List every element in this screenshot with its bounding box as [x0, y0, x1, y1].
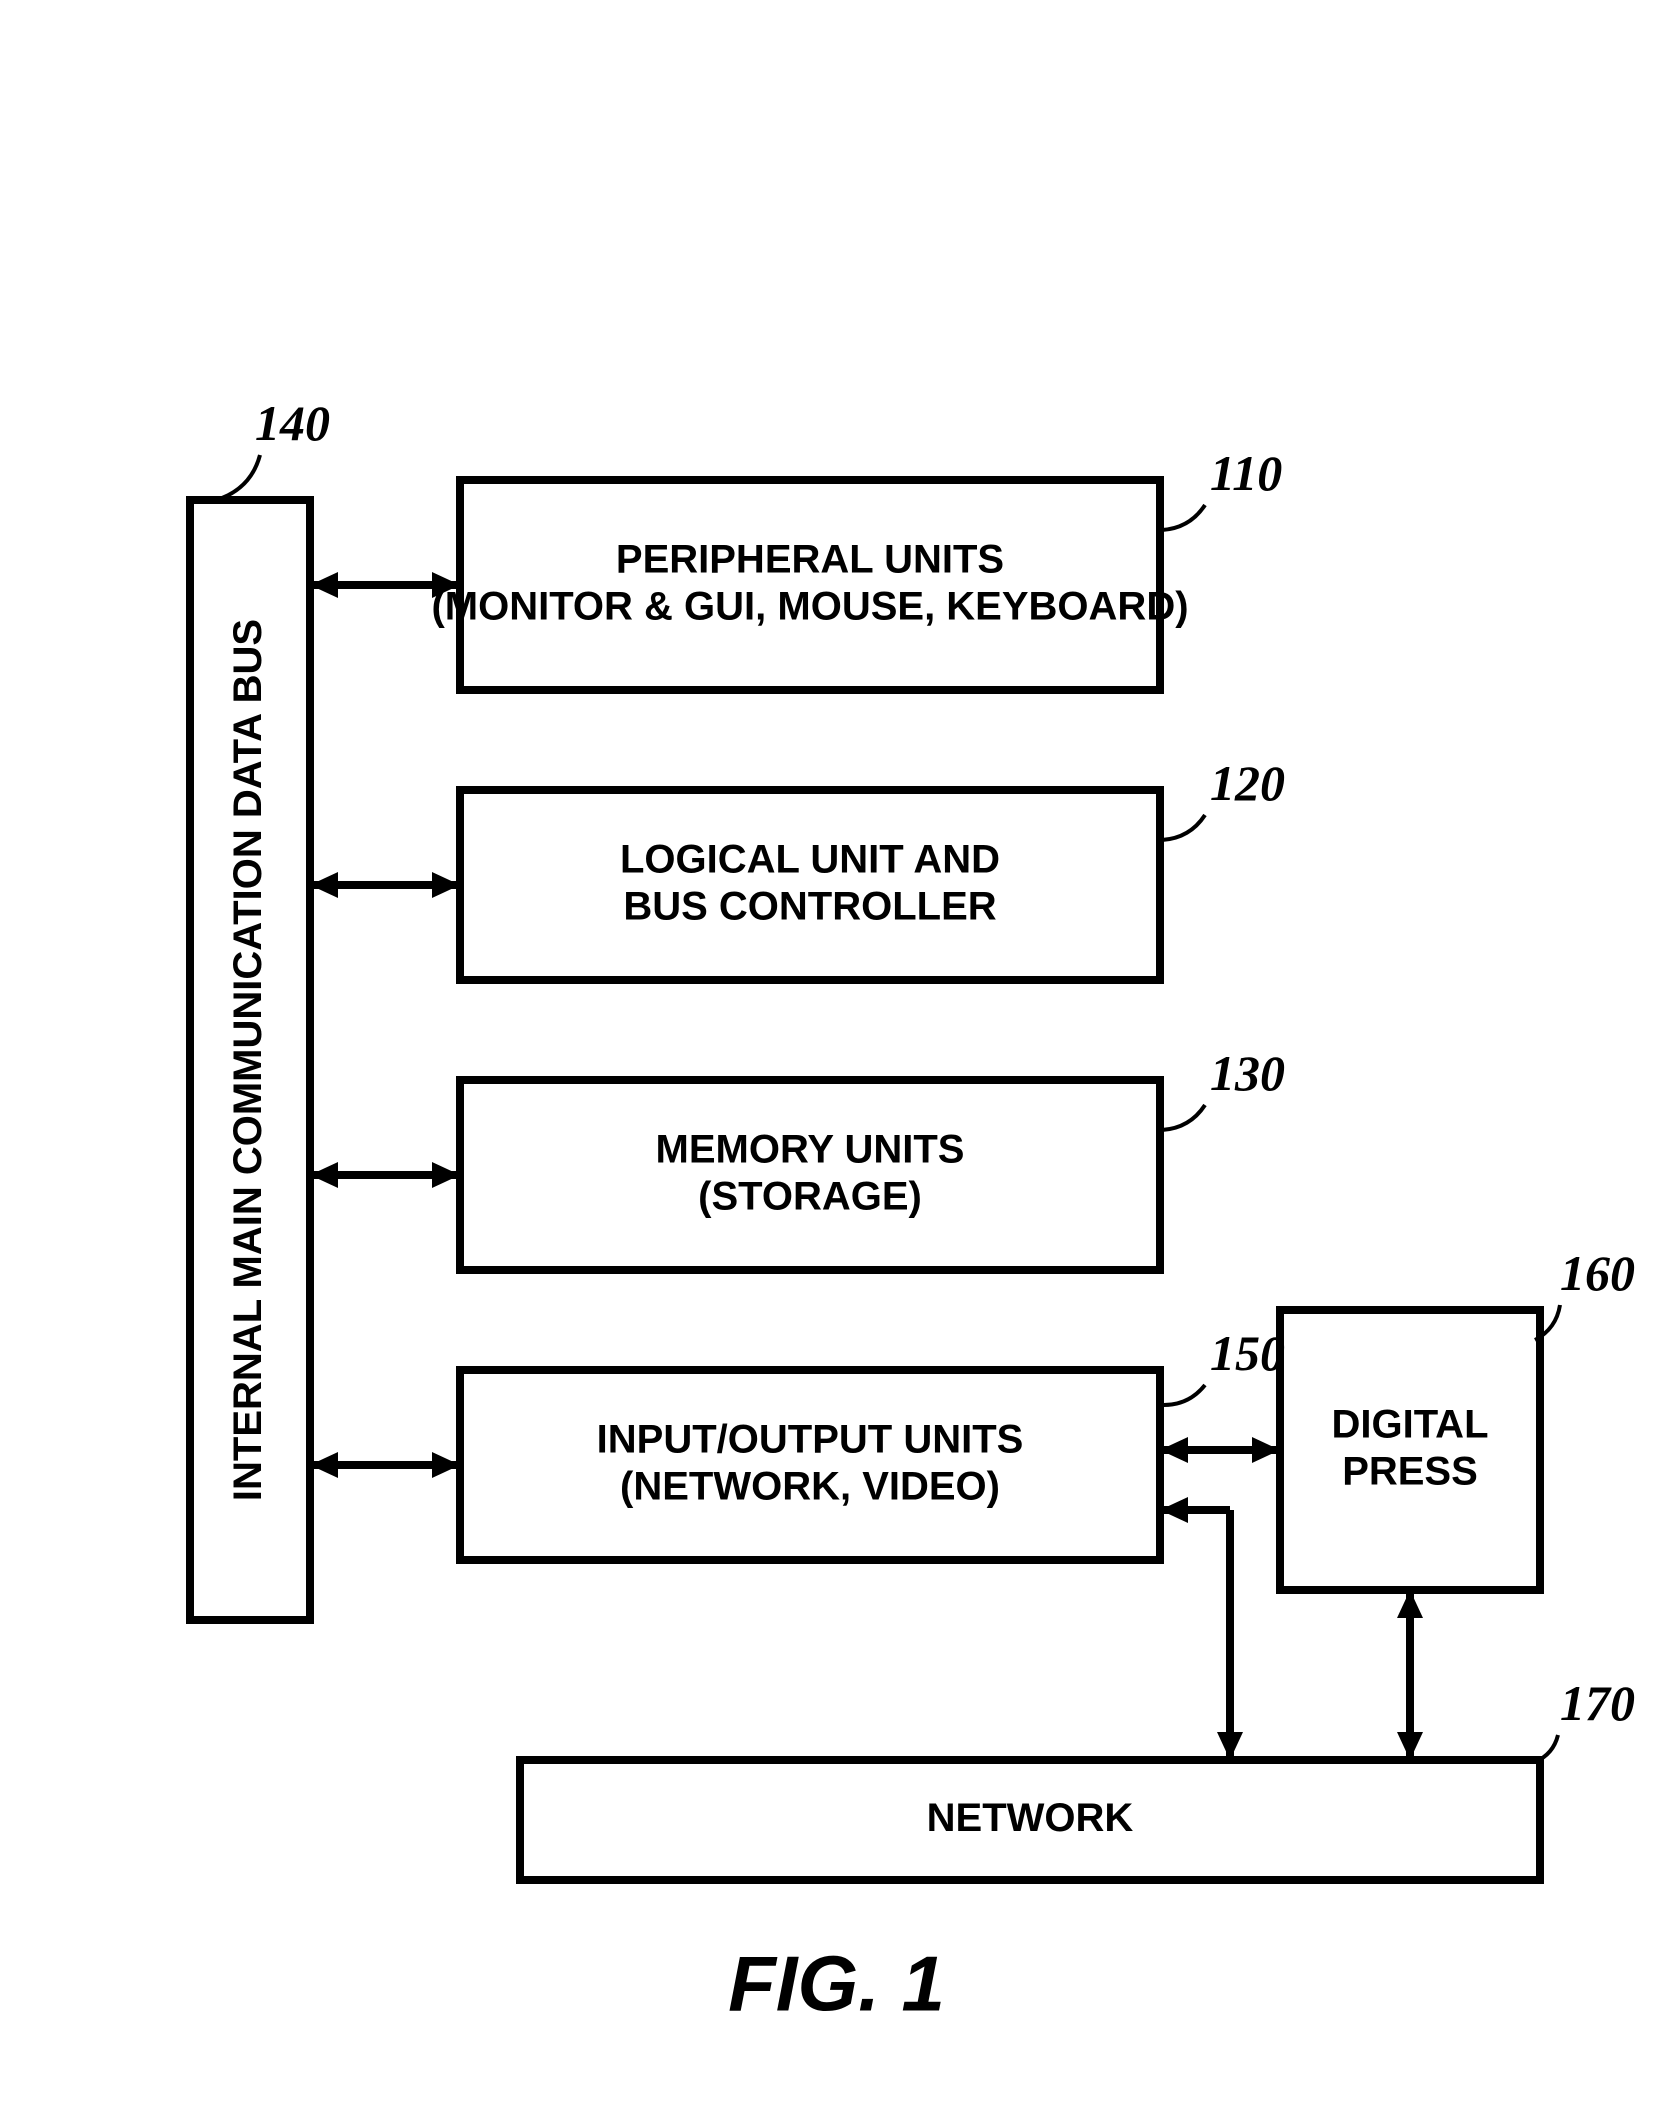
- ref-periph: 110: [1210, 445, 1282, 501]
- network-block: NETWORK: [520, 1760, 1540, 1880]
- ref-leader: [222, 455, 260, 498]
- bus-label: INTERNAL MAIN COMMUNICATION DATA BUS: [226, 619, 270, 1501]
- ref-io: 150: [1210, 1325, 1285, 1381]
- logic-block: LOGICAL UNIT ANDBUS CONTROLLER: [460, 790, 1160, 980]
- ref-bus: 140: [255, 395, 330, 451]
- diagram-canvas: INTERNAL MAIN COMMUNICATION DATA BUS PERI…: [0, 0, 1673, 2112]
- ref-leader: [1162, 1105, 1205, 1130]
- ref-network: 170: [1560, 1675, 1635, 1731]
- ref-logic: 120: [1210, 755, 1285, 811]
- network-label: NETWORK: [927, 1796, 1134, 1840]
- memory-block: MEMORY UNITS(STORAGE): [460, 1080, 1160, 1270]
- io-block: INPUT/OUTPUT UNITS(NETWORK, VIDEO): [460, 1370, 1160, 1560]
- ref-press: 160: [1560, 1245, 1635, 1301]
- press-block: DIGITALPRESS: [1280, 1310, 1540, 1590]
- ref-leader: [1162, 1385, 1205, 1405]
- ref-leader: [1162, 815, 1205, 840]
- figure-label: FIG. 1: [728, 1940, 945, 2028]
- bus-block: INTERNAL MAIN COMMUNICATION DATA BUS: [190, 500, 310, 1620]
- ref-memory: 130: [1210, 1045, 1285, 1101]
- periph-block: PERIPHERAL UNITS(MONITOR & GUI, MOUSE, K…: [431, 480, 1188, 690]
- ref-leader: [1162, 505, 1205, 530]
